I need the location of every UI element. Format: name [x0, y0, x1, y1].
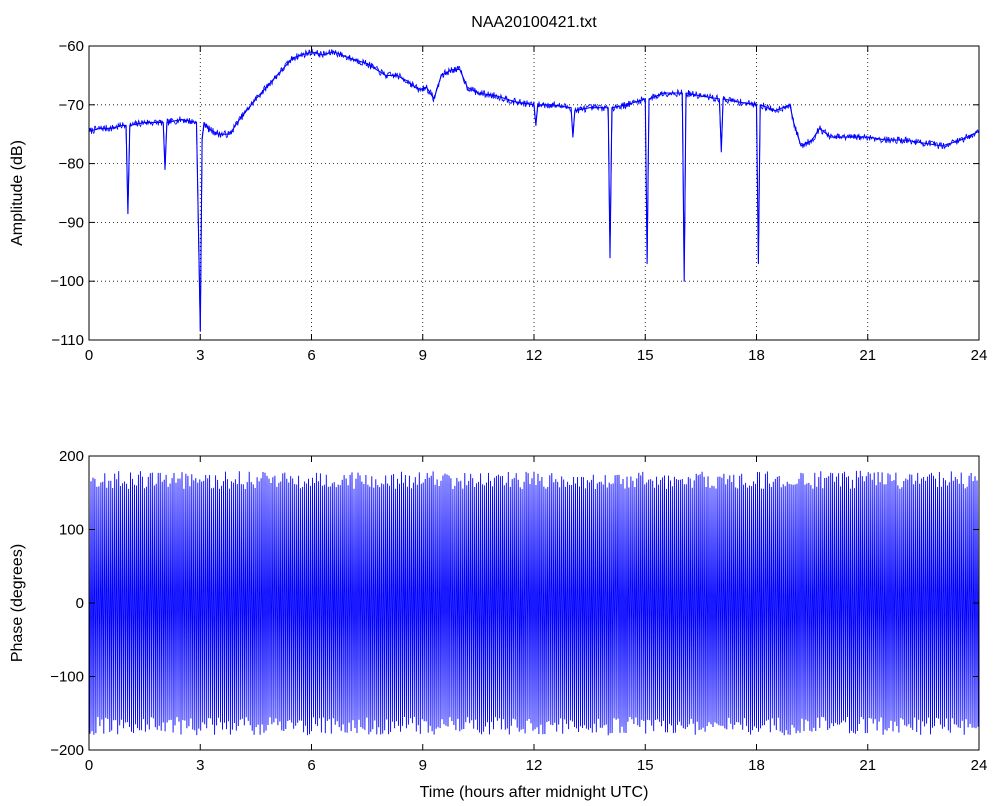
- amplitude-panel: NAA20100421.txt Amplitude (dB) 0 3 6 9 12 15 1…: [9, 14, 987, 364]
- y-tick-label: −110: [51, 332, 84, 349]
- x-tick-label: 15: [637, 347, 654, 364]
- x-tick-label: 3: [196, 757, 204, 774]
- y-axis-title-phase: Phase (degrees): [9, 544, 26, 662]
- y-tick-label: 200: [59, 448, 84, 465]
- amplitude-series-noise: [88, 48, 980, 332]
- x-tick-label: 24: [971, 757, 988, 774]
- phase-panel: Phase (degrees) Time (hours after midnig…: [9, 448, 987, 801]
- x-tick-label: 3: [196, 347, 204, 364]
- y-tick-label: −100: [50, 273, 84, 290]
- x-tick-label: 21: [859, 347, 876, 364]
- chart-title: NAA20100421.txt: [471, 14, 597, 31]
- x-tick-label: 18: [748, 757, 765, 774]
- amplitude-plot-area: 0 3 6 9 12 15 18 21 24 −60 −70 −80 −90 −100 −110: [50, 38, 987, 364]
- x-tick-label: 15: [637, 757, 654, 774]
- phase-plot-area: 0 3 6 9 12 15 18 21 24 200 100 0 −100 −200: [50, 448, 987, 774]
- y-tick-label: −100: [50, 669, 84, 686]
- x-axis-title-time: Time (hours after midnight UTC): [420, 784, 649, 801]
- x-tick-label: 24: [971, 347, 988, 364]
- x-tick-label: 9: [419, 757, 427, 774]
- x-tick-label: 12: [526, 347, 543, 364]
- x-tick-label: 12: [526, 757, 543, 774]
- y-tick-label: −90: [59, 214, 84, 231]
- y-tick-label: −80: [59, 156, 84, 173]
- x-tick-label: 0: [85, 347, 93, 364]
- x-tick-label: 6: [307, 757, 315, 774]
- y-tick-label: 100: [59, 522, 84, 539]
- y-tick-label: −200: [50, 742, 84, 759]
- x-tick-label: 0: [85, 757, 93, 774]
- phase-series-line: [88, 470, 980, 736]
- x-tick-label: 18: [748, 347, 765, 364]
- y-tick-label: −60: [59, 38, 84, 55]
- y-tick-label: 0: [76, 595, 84, 612]
- x-tick-label: 6: [307, 347, 315, 364]
- x-tick-label: 9: [419, 347, 427, 364]
- x-tick-label: 21: [859, 757, 876, 774]
- y-axis-title-amplitude: Amplitude (dB): [9, 140, 26, 246]
- y-tick-label: −70: [59, 97, 84, 114]
